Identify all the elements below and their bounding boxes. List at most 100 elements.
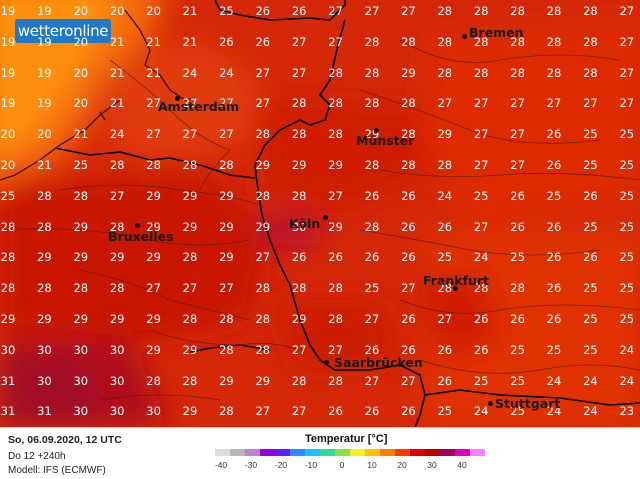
temperature-value: 28 [364, 34, 380, 49]
temperature-value: 28 [0, 250, 16, 265]
temperature-value: 29 [255, 219, 271, 234]
temperature-value: 27 [510, 127, 525, 142]
temperature-value: 28 [328, 312, 343, 326]
temperature-value: 25 [510, 404, 525, 419]
temperature-value: 28 [401, 127, 416, 142]
temperature-value: 24 [109, 127, 125, 142]
temperature-value: 29 [255, 158, 271, 172]
temperature-value: 25 [510, 373, 525, 388]
temperature-value: 25 [583, 312, 598, 326]
temperature-value: 26 [437, 342, 453, 357]
legend-swatch [380, 449, 396, 456]
temperature-value: 26 [401, 188, 416, 203]
city-dot [373, 127, 379, 133]
legend-swatch [215, 449, 231, 456]
temperature-value: 24 [437, 188, 453, 203]
temperature-value: 27 [219, 281, 234, 296]
temperature-value: 27 [291, 65, 307, 80]
temperature-value: 27 [146, 96, 161, 111]
temperature-value: 25 [473, 373, 489, 388]
temperature-value: 26 [437, 373, 453, 388]
temperature-value: 20 [109, 4, 125, 18]
temperature-value: 28 [109, 281, 125, 296]
temperature-value: 28 [364, 65, 380, 80]
temperature-value: 27 [255, 404, 271, 419]
temperature-value: 28 [473, 65, 489, 80]
temperature-value: 28 [328, 127, 343, 142]
temperature-value: 29 [37, 250, 52, 265]
temperature-value: 25 [219, 4, 234, 18]
legend-tick-label: -40 [214, 460, 228, 470]
map-footer: So, 06.09.2020, 12 UTC Do 12 +240h Model… [0, 427, 640, 479]
temperature-value: 27 [291, 404, 307, 419]
temperature-value: 28 [437, 4, 453, 18]
temperature-value: 28 [255, 342, 271, 357]
temperature-value: 25 [0, 188, 16, 203]
temperature-value: 28 [510, 281, 525, 296]
temperature-value: 19 [0, 96, 16, 111]
temperature-value: 27 [583, 96, 598, 111]
temperature-value: 28 [546, 65, 562, 80]
temperature-value: 26 [364, 188, 380, 203]
temperature-value: 26 [510, 188, 525, 203]
temperature-value: 28 [364, 219, 380, 234]
temperature-value: 30 [37, 342, 52, 357]
legend-swatch [410, 449, 426, 456]
temperature-value: 27 [510, 96, 525, 111]
temperature-value: 25 [583, 342, 598, 357]
temperature-value: 27 [182, 281, 198, 296]
city-label: Saarbrücken [334, 355, 423, 370]
temperature-value: 28 [437, 158, 453, 172]
temperature-value: 25 [364, 281, 380, 296]
temperature-value: 20 [37, 127, 52, 142]
temperature-value: 30 [109, 373, 125, 388]
temperature-value: 27 [328, 34, 343, 49]
temperature-value: 21 [109, 96, 125, 111]
temperature-value: 26 [328, 250, 343, 265]
legend-swatch [440, 449, 456, 456]
legend-swatch [275, 449, 291, 456]
temperature-value: 28 [364, 96, 380, 111]
temperature-value: 31 [0, 373, 16, 388]
legend-swatch [455, 449, 471, 456]
wetteronline-logo[interactable]: wetteronline [15, 19, 111, 43]
city-label: Bruxelles [108, 229, 174, 244]
temperature-value: 25 [619, 127, 635, 142]
temperature-value: 30 [146, 404, 161, 419]
temperature-value: 27 [255, 250, 271, 265]
legend-tick-label: 10 [367, 460, 377, 470]
temperature-value: 24 [583, 404, 598, 419]
temperature-value: 29 [219, 373, 234, 388]
temperature-value: 25 [546, 188, 562, 203]
temperature-value: 25 [437, 250, 453, 265]
temperature-value: 26 [437, 219, 453, 234]
temperature-value: 28 [0, 219, 16, 234]
temperature-value: 20 [73, 65, 89, 80]
temperature-value: 26 [510, 312, 525, 326]
temperature-value: 27 [146, 281, 161, 296]
temperature-value: 29 [255, 373, 271, 388]
city-label: Frankfurt [423, 273, 490, 288]
city-dot [487, 400, 493, 406]
temperature-value: 28 [291, 96, 307, 111]
temperature-value: 29 [73, 312, 89, 326]
temperature-value: 29 [146, 219, 161, 234]
legend-swatch [335, 449, 351, 456]
temperature-value: 24 [473, 404, 489, 419]
temperature-value: 28 [146, 158, 161, 172]
legend-swatch [395, 449, 411, 456]
temperature-value: 21 [146, 65, 161, 80]
temperature-value: 26 [546, 219, 562, 234]
temperature-value: 29 [182, 404, 198, 419]
temperature-value: 28 [146, 373, 161, 388]
temperature-value: 27 [437, 96, 453, 111]
temperature-value: 27 [182, 96, 198, 111]
legend-tick-label: -30 [244, 460, 258, 470]
temperature-value: 26 [546, 312, 562, 326]
temperature-value: 27 [619, 34, 635, 49]
temperature-value: 27 [291, 34, 307, 49]
temperature-value: 24 [219, 65, 234, 80]
temperature-value: 20 [73, 34, 89, 49]
temperature-value: 27 [328, 4, 343, 18]
temperature-value: 28 [291, 373, 307, 388]
